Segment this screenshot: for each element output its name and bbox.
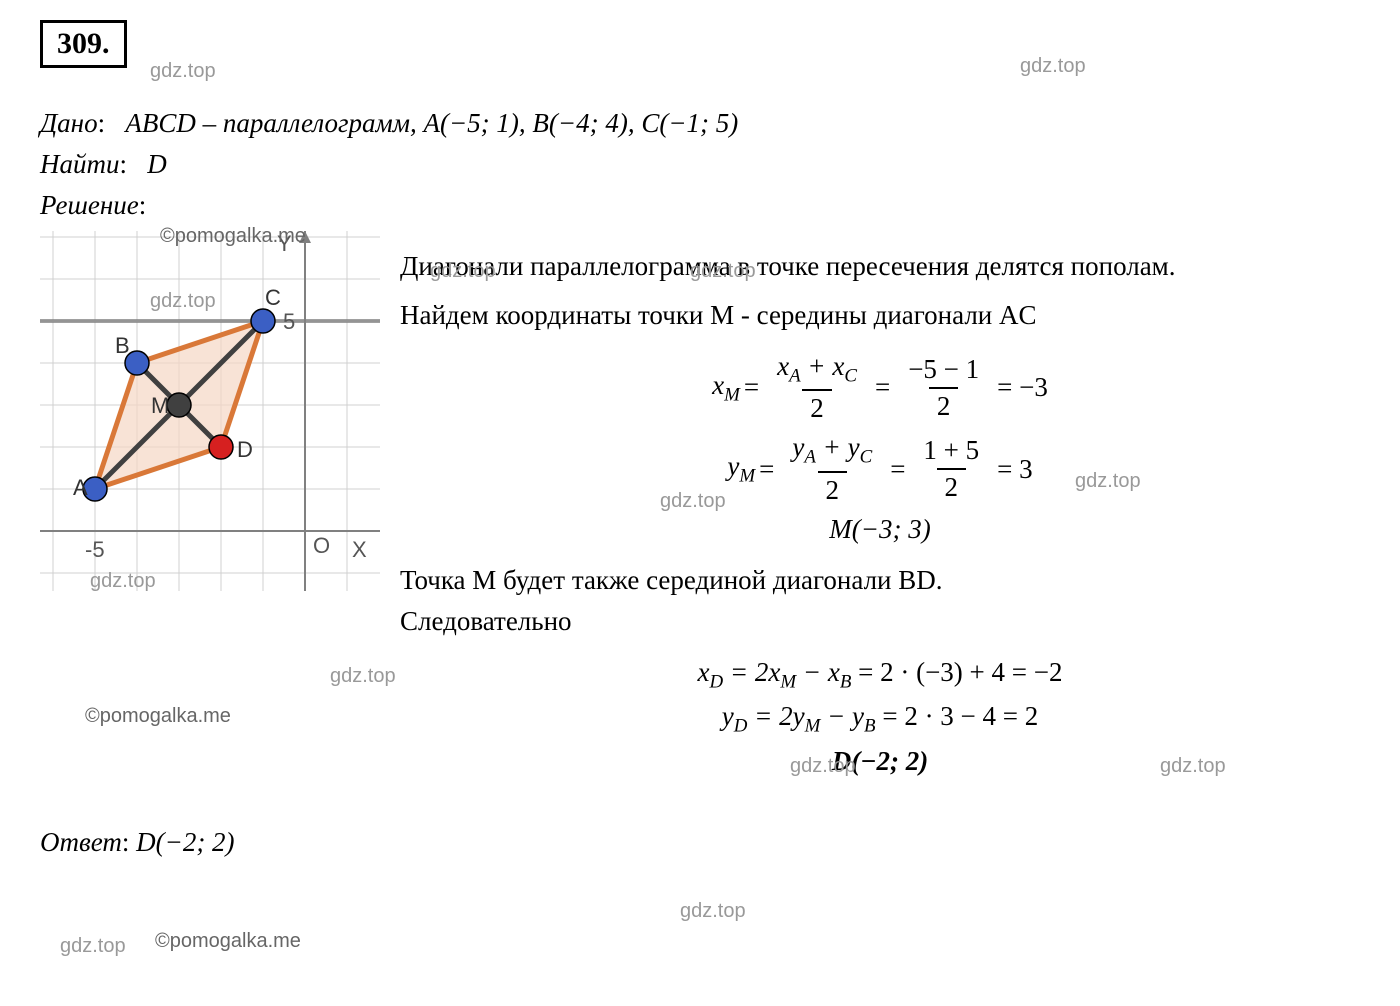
svg-text:D: D — [237, 437, 253, 462]
given-line: Дано: ABCD – параллелограмм, A(−5; 1), B… — [40, 108, 1360, 139]
problem-number: 309. — [40, 20, 127, 68]
svg-text:-5: -5 — [85, 537, 105, 562]
watermark-pomogalka: ©pomogalka.me — [155, 930, 301, 953]
watermark-gdz: gdz.top — [680, 900, 746, 923]
svg-text:C: C — [265, 285, 281, 310]
svg-text:X: X — [352, 537, 367, 562]
watermark-gdz: gdz.top — [660, 490, 726, 513]
watermark-gdz: gdz.top — [430, 260, 496, 283]
solution-label: Решение — [40, 190, 139, 220]
point-M: M(−3; 3) — [400, 514, 1360, 545]
watermark-gdz: gdz.top — [150, 290, 216, 313]
watermark-gdz: gdz.top — [150, 60, 216, 83]
given-label: Дано — [40, 108, 98, 138]
svg-text:O: O — [313, 533, 330, 558]
answer-line: Ответ: D(−2; 2) — [40, 827, 1360, 858]
find-line: Найти: D — [40, 149, 1360, 180]
watermark-gdz: gdz.top — [90, 570, 156, 593]
find-text: D — [147, 149, 167, 179]
watermark-gdz: gdz.top — [690, 260, 756, 283]
find-label: Найти — [40, 149, 120, 179]
answer-label: Ответ — [40, 827, 122, 857]
text-3: Точка M будет также серединой диагонали … — [400, 565, 1360, 596]
eq-xm: xM = xA + xC 2 = −5 − 1 2 = −3 yM = yA +… — [400, 351, 1360, 545]
solution-text: Диагонали параллелограмма в точке пересе… — [400, 231, 1360, 797]
watermark-pomogalka: ©pomogalka.me — [160, 225, 306, 248]
watermark-pomogalka: ©pomogalka.me — [85, 705, 231, 728]
text-2: Найдем координаты точки M - середины диа… — [400, 300, 1360, 331]
watermark-gdz: gdz.top — [330, 665, 396, 688]
answer-text: D(−2; 2) — [136, 827, 234, 857]
parallelogram-diagram: ABCDMOXY-55 — [40, 231, 380, 591]
text-1: Диагонали параллелограмма в точке пересе… — [400, 251, 1360, 282]
svg-text:5: 5 — [283, 309, 295, 334]
svg-text:B: B — [115, 333, 130, 358]
watermark-gdz: gdz.top — [790, 755, 856, 778]
svg-text:M: M — [151, 393, 169, 418]
text-4: Следовательно — [400, 606, 1360, 637]
given-text: ABCD – параллелограмм, A(−5; 1), B(−4; 4… — [125, 108, 738, 138]
watermark-gdz: gdz.top — [1020, 55, 1086, 78]
watermark-gdz: gdz.top — [1075, 470, 1141, 493]
svg-text:A: A — [73, 475, 88, 500]
watermark-gdz: gdz.top — [1160, 755, 1226, 778]
watermark-gdz: gdz.top — [60, 935, 126, 958]
solution-line: Решение: — [40, 190, 1360, 221]
